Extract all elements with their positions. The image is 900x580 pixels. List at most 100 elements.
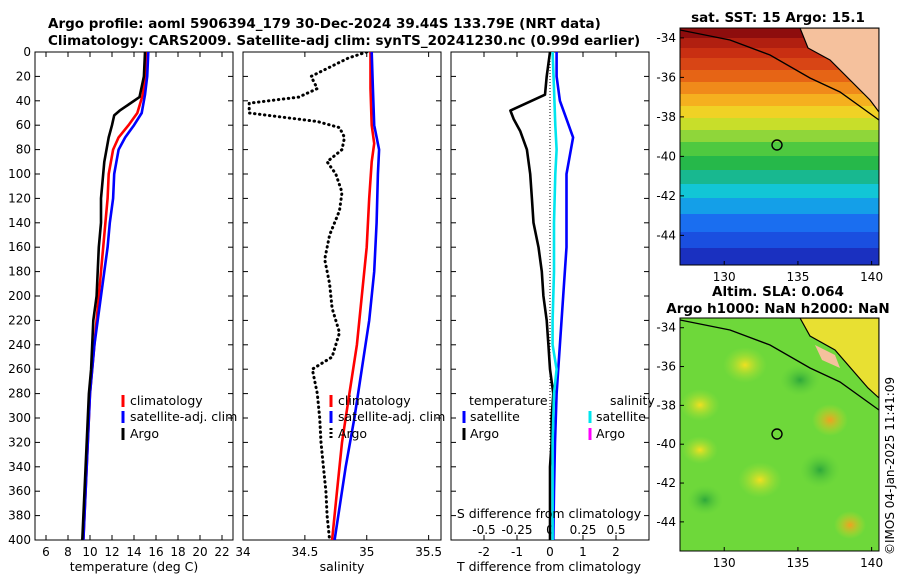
x-tick-label: 6 [42,545,50,559]
s-diff-tick-label: 0.5 [606,523,625,537]
x-tick-label: 14 [126,545,141,559]
imos-timestamp: ©IMOS 04-Jan-2025 11:41:09 [883,377,897,555]
map-y-tick-label: -34 [656,321,676,335]
y-tick-label: 400 [8,533,31,547]
legend-label-satellite-adj: satellite-adj. clim [130,409,237,424]
legend-label-temperature-argo: Argo [470,426,499,441]
x-tick-label: -1 [511,545,523,559]
legend-label-salinity-argo: Argo [596,426,625,441]
figure-title-line2: Climatology: CARS2009. Satellite-adj cli… [48,33,640,49]
map-x-tick-label: 135 [786,556,809,570]
x-tick-label: 10 [82,545,97,559]
legend-label-argo: Argo [130,426,159,441]
map-x-tick-label: 140 [860,556,883,570]
x-tick-label: 35 [359,545,374,559]
y-tick-label: 320 [8,435,31,449]
figure-title-line1: Argo profile: aoml 5906394_179 30-Dec-20… [48,16,601,32]
axis-ticks-layer: 6 8 10 12 14 16 18 20 22020406080100120140160180… [8,45,649,559]
profile-curves-layer [81,52,575,540]
x-tick-label: 22 [214,545,229,559]
legend-label-argo: Argo [338,426,367,441]
x-tick-label: 16 [148,545,163,559]
map-y-tick-label: -44 [656,515,676,529]
s-diff-tick-label: -0.5 [472,523,495,537]
map-ticks-layer: 130 135 140 -34 -36 -38 -40 -42 -44 130 135 140 -34 -… [656,31,883,570]
y-tick-label: 240 [8,338,31,352]
y-tick-label: 180 [8,265,31,279]
s-diff-tick-label: -0.25 [501,523,532,537]
y-tick-label: 60 [16,118,31,132]
map-x-tick-label: 130 [713,270,736,284]
salinity-line-argo [247,52,369,540]
y-tick-label: 200 [8,289,31,303]
sst-argo-marker [771,139,783,151]
legend-label-salinity-satellite: satellite [596,409,646,424]
s-difference-xlabel: S difference from climatology [457,506,642,521]
y-tick-label: 340 [8,460,31,474]
sst-map-image [680,28,879,265]
sla-argo-marker [771,428,783,440]
x-tick-label: 34 [235,545,250,559]
y-tick-label: 80 [16,143,31,157]
temperature-legend: climatology satellite-adj. clim Argo [121,393,237,441]
sla-map-title-line2: Argo h1000: NaN h2000: NaN [666,301,889,317]
y-tick-label: 160 [8,240,31,254]
salinity-legend: climatology satellite-adj. clim Argo [329,393,445,441]
sst-map-title: sat. SST: 15 Argo: 15.1 [691,10,865,26]
y-tick-label: 280 [8,387,31,401]
map-y-tick-label: -36 [656,360,676,374]
difference-legend: temperature satellite Argo salinity sate… [462,393,655,441]
map-y-tick-label: -38 [656,398,676,412]
salinity-line-climatology [330,52,376,540]
map-y-tick-label: -34 [656,31,676,45]
map-y-tick-label: -40 [656,149,676,163]
x-tick-label: 20 [192,545,207,559]
map-x-tick-label: 135 [786,270,809,284]
temperature-line-satellite-adj-clim [82,52,150,540]
y-tick-label: 140 [8,216,31,230]
salinity-line-satellite-adj-clim [333,52,381,540]
x-tick-label: -2 [478,545,490,559]
salinity-xlabel: salinity [320,559,365,574]
sla-map-title-line1: Altim. SLA: 0.064 [712,284,844,300]
x-tick-label: 8 [64,545,72,559]
sst-map-frame [679,27,880,266]
salinity-axes-frame [242,51,442,541]
temperature-series-group [81,52,150,540]
y-tick-label: 0 [23,45,31,59]
map-y-tick-label: -42 [656,189,676,203]
temperature-xlabel: temperature (deg C) [70,559,199,574]
legend-label-temperature-satellite: satellite [470,409,520,424]
legend-title-salinity: salinity [610,393,655,408]
legend-title-temperature: temperature [469,393,548,408]
map-y-tick-label: -42 [656,476,676,490]
sla-map-frame [679,317,880,552]
x-tick-label: 34.5 [292,545,319,559]
map-y-tick-label: -44 [656,228,676,242]
s-diff-tick-label: 0.25 [570,523,597,537]
difference-line-salinity-satellite [551,52,558,540]
map-y-tick-label: -40 [656,437,676,451]
x-tick-label: 18 [170,545,185,559]
temperature-line-argo [81,52,147,540]
legend-label-climatology: climatology [130,393,203,408]
x-tick-label: 0 [546,545,554,559]
x-tick-label: 12 [104,545,119,559]
x-tick-label: 35.5 [415,545,442,559]
difference-series-group [509,52,575,540]
y-tick-label: 100 [8,167,31,181]
y-tick-label: 220 [8,313,31,327]
sla-map-image [680,318,879,551]
map-y-tick-label: -38 [656,110,676,124]
y-tick-label: 40 [16,94,31,108]
y-tick-label: 20 [16,69,31,83]
map-y-tick-label: -36 [656,70,676,84]
temperature-line-climatology [82,52,148,540]
t-difference-xlabel: T difference from climatology [456,559,642,574]
y-tick-label: 260 [8,362,31,376]
y-tick-label: 360 [8,484,31,498]
salinity-series-group [247,52,381,540]
y-tick-label: 300 [8,411,31,425]
x-tick-label: 1 [579,545,587,559]
